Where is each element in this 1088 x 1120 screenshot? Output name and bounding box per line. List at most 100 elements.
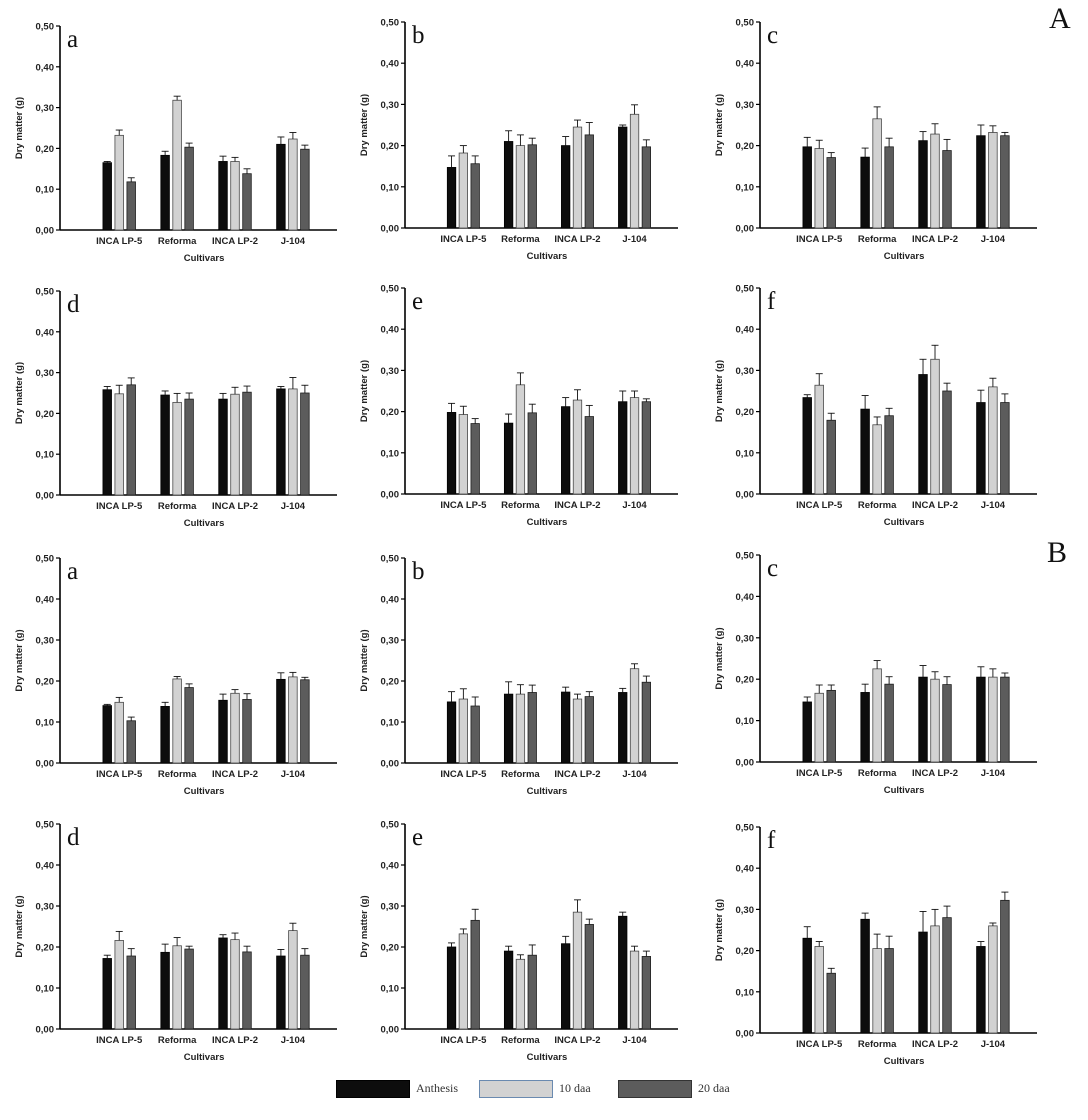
bar-b-c-3-2 — [1000, 676, 1010, 763]
y-tick-label: 0,40 — [381, 325, 400, 336]
bar-b-f-3-1 — [988, 925, 998, 1034]
bar-b-e-1-0 — [503, 950, 514, 1030]
category-label: Reforma — [858, 1039, 897, 1050]
category-label: INCA LP-2 — [554, 1035, 600, 1046]
y-tick-label: 0,30 — [36, 902, 55, 913]
bar-a-c-2-1 — [930, 133, 940, 229]
y-tick-label: 0,00 — [36, 226, 55, 237]
y-axis-label: Dry matter (g) — [359, 94, 370, 156]
category-label: Reforma — [158, 501, 197, 512]
y-tick-label: 0,00 — [36, 1025, 55, 1036]
legend-label-10daa: 10 daa — [559, 1081, 591, 1095]
bar-b-a-1-0 — [160, 706, 170, 764]
bar-b-c-2-1 — [930, 678, 940, 763]
category-label: Reforma — [501, 1035, 540, 1046]
x-axis-label: Cultivars — [527, 251, 568, 262]
bar-b-f-0-2 — [826, 972, 836, 1034]
bar-b-c-2-2 — [942, 684, 952, 763]
category-label: J-104 — [981, 500, 1006, 511]
bar-b-b-3-2 — [641, 681, 651, 764]
y-tick-label: 0,20 — [381, 677, 400, 688]
y-tick-label: 0,30 — [381, 366, 400, 377]
bar-a-a-2-1 — [230, 161, 240, 231]
y-tick-label: 0,10 — [736, 716, 755, 727]
bar-b-a-0-1 — [114, 701, 124, 764]
y-tick-label: 0,50 — [381, 554, 400, 565]
y-tick-label: 0,10 — [381, 984, 400, 995]
x-axis-label: Cultivars — [527, 786, 568, 797]
category-label: INCA LP-5 — [440, 1035, 487, 1046]
bar-b-b-3-0 — [618, 692, 628, 764]
category-label: INCA LP-5 — [796, 1039, 843, 1050]
panel-letter-a-f: f — [767, 288, 776, 315]
panel-letter-b-f: f — [767, 827, 776, 854]
y-axis-label: Dry matter (g) — [14, 629, 25, 691]
legend: Anthesis 10 daa 20 daa — [336, 1079, 756, 1099]
bar-a-f-2-2 — [942, 390, 952, 495]
bar-b-b-0-2 — [470, 705, 480, 764]
bar-b-e-0-1 — [458, 933, 468, 1030]
category-label: J-104 — [981, 768, 1006, 779]
bar-b-a-3-1 — [288, 676, 298, 764]
bar-b-b-2-2 — [584, 696, 594, 764]
bar-b-c-3-1 — [988, 676, 998, 763]
y-tick-label: 0,20 — [36, 409, 55, 420]
bar-b-e-2-1 — [572, 911, 583, 1030]
bar-b-f-3-2 — [1000, 899, 1010, 1034]
category-label: INCA LP-5 — [440, 500, 487, 511]
bar-a-b-0-2 — [470, 163, 480, 229]
bar-b-d-0-1 — [114, 940, 124, 1030]
panel-a-d: 0,00 0,10 0,20 0,30 0,40 0,50 Dry matter (g) d I… — [14, 287, 337, 529]
bar-a-c-1-1 — [872, 118, 882, 229]
category-label: INCA LP-5 — [796, 500, 843, 511]
bar-b-d-0-2 — [126, 955, 136, 1030]
bar-a-e-0-1 — [458, 414, 468, 495]
bar-b-d-1-2 — [184, 948, 194, 1030]
bar-a-c-2-0 — [918, 140, 928, 229]
category-label: INCA LP-5 — [96, 501, 143, 512]
bar-a-d-3-2 — [300, 392, 310, 496]
bar-a-b-1-0 — [503, 141, 514, 229]
panel-letter-b-e: e — [412, 824, 423, 851]
y-tick-label: 0,50 — [736, 18, 755, 29]
y-tick-label: 0,50 — [36, 22, 55, 33]
panel-b-a: 0,00 0,10 0,20 0,30 0,40 0,50 Dry matter (g) a I… — [14, 554, 337, 797]
y-tick-label: 0,40 — [36, 62, 55, 73]
y-tick-label: 0,20 — [36, 677, 55, 688]
legend-swatch-20daa — [618, 1080, 692, 1098]
bar-a-c-1-0 — [860, 156, 870, 229]
bar-b-a-1-2 — [184, 687, 194, 764]
category-label: J-104 — [622, 769, 647, 780]
bar-b-b-0-1 — [458, 698, 468, 764]
legend-label-anthesis: Anthesis — [416, 1081, 458, 1095]
bar-b-b-2-1 — [572, 698, 583, 764]
bar-b-a-2-2 — [242, 699, 252, 764]
legend-swatch-10daa — [479, 1080, 553, 1098]
bar-a-b-1-1 — [515, 145, 526, 229]
y-axis-label: Dry matter (g) — [714, 899, 725, 961]
x-axis-label: Cultivars — [184, 253, 225, 264]
bar-a-d-3-1 — [288, 388, 298, 496]
category-label: INCA LP-5 — [440, 234, 487, 245]
bar-b-e-1-1 — [515, 958, 526, 1030]
y-tick-label: 0,20 — [736, 141, 755, 152]
category-label: J-104 — [281, 236, 306, 247]
category-label: Reforma — [858, 500, 897, 511]
bar-a-d-2-2 — [242, 391, 252, 496]
y-tick-label: 0,20 — [36, 144, 55, 155]
panel-b-f: 0,00 0,10 0,20 0,30 0,40 0,50 Dry matter (g) f I… — [714, 823, 1037, 1067]
category-label: Reforma — [858, 234, 897, 245]
bar-a-f-0-0 — [802, 397, 812, 495]
y-axis-label: Dry matter (g) — [359, 629, 370, 691]
bar-a-b-2-0 — [561, 145, 571, 229]
category-label: INCA LP-2 — [912, 234, 958, 245]
y-tick-label: 0,30 — [736, 366, 755, 377]
bar-a-f-1-2 — [884, 415, 894, 495]
y-tick-label: 0,10 — [736, 987, 755, 998]
bar-a-d-1-2 — [184, 398, 194, 496]
bar-b-e-0-0 — [446, 946, 457, 1030]
category-label: Reforma — [501, 769, 540, 780]
bar-a-b-0-0 — [446, 167, 457, 229]
y-axis-label: Dry matter (g) — [714, 94, 725, 156]
bar-a-c-0-2 — [826, 157, 836, 229]
